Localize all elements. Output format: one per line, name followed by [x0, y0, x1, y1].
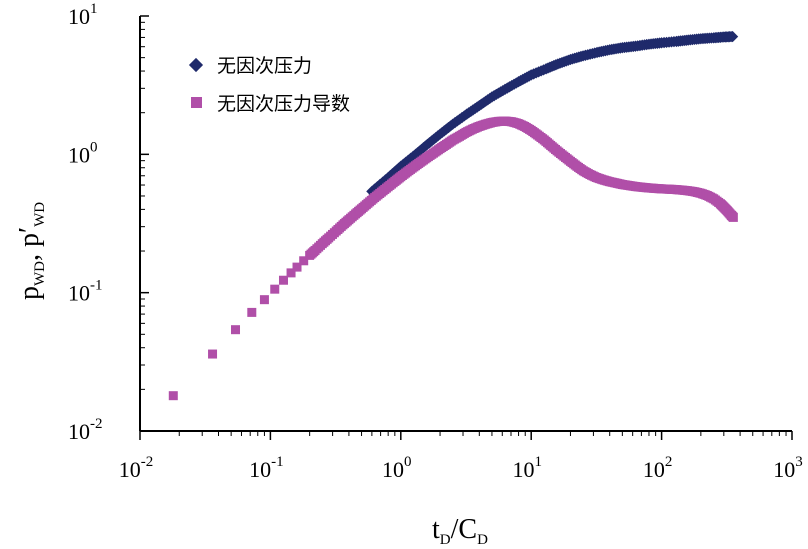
- x-tick-base: 10: [382, 457, 404, 482]
- x-axis-tick-labels: 10-2 10-1 100 101 102 103: [119, 454, 803, 482]
- derivative-point: [168, 391, 178, 401]
- x-tick-base: 10: [512, 457, 534, 482]
- derivative-point: [299, 256, 309, 266]
- x-tick-base: 10: [119, 457, 141, 482]
- x-tick-label: 10-2: [119, 454, 154, 482]
- x-label-t: t: [432, 514, 440, 545]
- x-tick-base: 10: [643, 457, 665, 482]
- derivative-point: [259, 295, 269, 305]
- x-tick-exponent: 0: [404, 454, 412, 470]
- pressure-point: [726, 30, 739, 43]
- y-tick-label: 100: [68, 139, 98, 167]
- derivative-point: [270, 284, 280, 294]
- x-tick-label: 101: [512, 454, 542, 482]
- y-label-p: p: [14, 286, 45, 300]
- y-tick-base: 10: [68, 281, 90, 306]
- x-tick-exponent: 1: [534, 454, 542, 470]
- y-tick-exponent: 1: [90, 1, 98, 17]
- y-axis-ticks: [140, 15, 149, 432]
- derivative-point: [286, 268, 296, 278]
- legend-label-derivative: 无因次压力导数: [217, 93, 350, 115]
- legend-marker-pressure: [188, 57, 204, 73]
- x-tick-label: 102: [643, 454, 673, 482]
- x-tick-base: 10: [773, 457, 795, 482]
- y-tick-label: 101: [68, 1, 98, 29]
- x-tick-exponent: -1: [271, 454, 284, 470]
- x-tick-exponent: 2: [665, 454, 673, 470]
- legend-label-pressure: 无因次压力: [217, 55, 312, 77]
- legend-marker-derivative: [191, 97, 202, 108]
- derivative-point: [728, 212, 738, 222]
- x-tick-base: 10: [249, 457, 271, 482]
- x-label-sub1: D: [440, 532, 451, 548]
- x-tick-exponent: -2: [141, 454, 154, 470]
- x-label-sub2: D: [477, 532, 488, 548]
- series-dimensionless-pressure-derivative: [168, 116, 738, 401]
- legend: 无因次压力 无因次压力导数: [188, 55, 350, 115]
- derivative-point: [292, 262, 302, 272]
- derivative-point: [247, 307, 257, 317]
- derivative-point: [208, 349, 218, 359]
- x-tick-exponent: 3: [795, 454, 803, 470]
- y-tick-base: 10: [68, 419, 90, 444]
- y-tick-label: 10-1: [68, 278, 103, 306]
- derivative-point: [278, 275, 288, 285]
- derivative-point: [231, 325, 241, 335]
- y-tick-exponent: 0: [90, 139, 98, 155]
- x-tick-label: 10-1: [249, 454, 284, 482]
- y-label-comma: , p: [14, 233, 45, 261]
- x-label-c: C: [458, 514, 477, 545]
- x-axis-ticks: [139, 431, 793, 440]
- y-label-prime: ′: [14, 227, 45, 233]
- y-label-sub1: WD: [32, 261, 48, 286]
- y-tick-base: 10: [68, 4, 90, 29]
- y-tick-label: 10-2: [68, 416, 103, 444]
- series-dimensionless-pressure: [366, 30, 739, 198]
- y-label-sub2: WD: [32, 202, 48, 227]
- y-tick-base: 10: [68, 142, 90, 167]
- y-tick-exponent: -1: [90, 278, 103, 294]
- x-tick-label: 103: [773, 454, 803, 482]
- x-tick-label: 100: [382, 454, 412, 482]
- x-axis-label: tD/CD: [432, 514, 488, 548]
- y-tick-exponent: -2: [90, 416, 103, 432]
- x-label-slash: /: [451, 514, 459, 545]
- y-axis-label: pWD, p′WD: [14, 202, 48, 300]
